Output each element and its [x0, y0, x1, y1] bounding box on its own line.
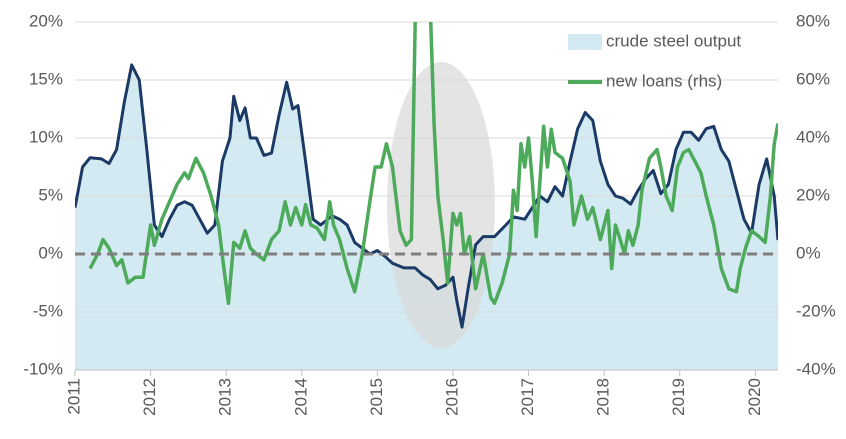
y2-tick-label: 20%: [796, 185, 830, 204]
y-tick-label: -10%: [23, 359, 63, 378]
y2-tick-label: 80%: [796, 11, 830, 30]
highlight-ellipse: [387, 62, 495, 348]
x-tick-label: 2013: [216, 378, 235, 416]
y-tick-label: -5%: [33, 301, 63, 320]
y-tick-label: 5%: [38, 185, 63, 204]
x-tick-label: 2016: [442, 378, 461, 416]
x-tick-label: 2011: [64, 378, 83, 415]
x-tick-label: 2012: [140, 378, 159, 416]
legend-swatch: [568, 34, 602, 50]
y-tick-label: 20%: [29, 11, 63, 30]
y-tick-label: 15%: [29, 69, 63, 88]
x-tick-label: 2019: [669, 378, 688, 416]
y2-tick-label: -20%: [796, 301, 836, 320]
x-tick-label: 2014: [291, 378, 310, 416]
x-tick-label: 2015: [367, 378, 386, 416]
y2-tick-label: 60%: [796, 69, 830, 88]
x-tick-label: 2017: [518, 378, 537, 416]
line: [88, 22, 778, 306]
y2-tick-label: -40%: [796, 359, 836, 378]
y2-tick-label: 40%: [796, 127, 830, 146]
legend-label: new loans (rhs): [606, 71, 722, 90]
x-tick-label: 2018: [594, 378, 613, 416]
area: [75, 64, 778, 370]
legend-label: crude steel output: [606, 31, 741, 50]
x-tick-label: 2020: [745, 378, 764, 416]
y-tick-label: 10%: [29, 127, 63, 146]
y2-tick-label: 0%: [796, 243, 821, 262]
y-tick-label: 0%: [38, 243, 63, 262]
